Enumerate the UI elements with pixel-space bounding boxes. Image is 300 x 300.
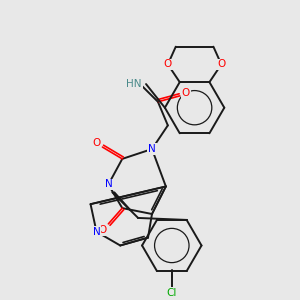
Text: O: O [92, 138, 101, 148]
Text: Cl: Cl [167, 288, 177, 298]
Text: O: O [217, 59, 226, 69]
Text: O: O [182, 88, 190, 98]
Text: HN: HN [126, 79, 142, 89]
Text: N: N [93, 227, 101, 237]
Text: O: O [164, 59, 172, 69]
Text: O: O [98, 225, 106, 235]
Text: N: N [148, 144, 156, 154]
Text: N: N [104, 179, 112, 190]
